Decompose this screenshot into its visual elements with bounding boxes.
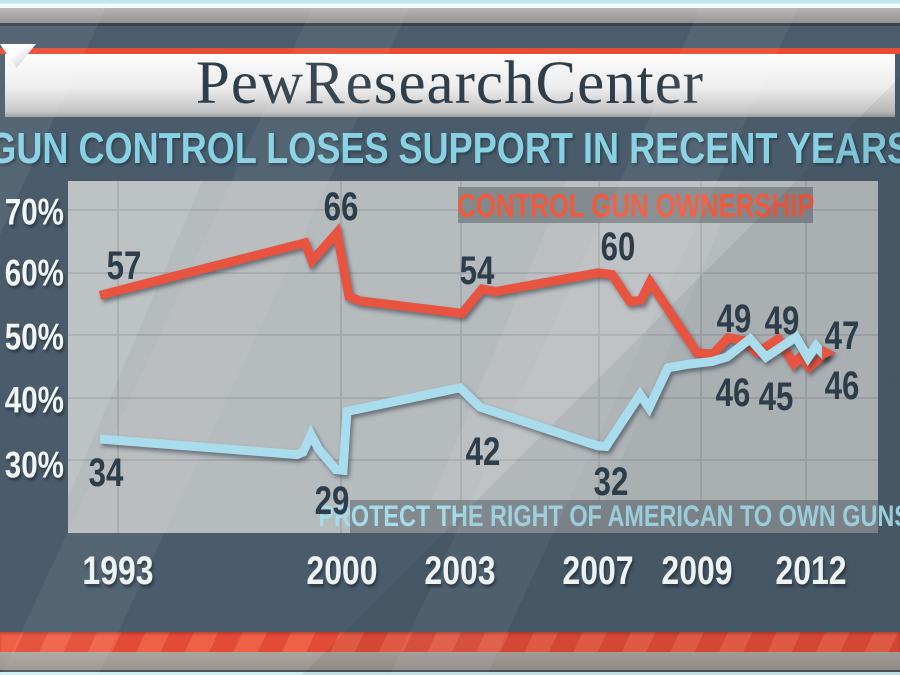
y-axis-tick-label: 50% [4, 316, 64, 358]
x-axis-tick-label: 1993 [82, 549, 154, 593]
x-axis-tick-label: 2000 [306, 549, 378, 593]
x-axis-tick-label: 2012 [775, 549, 847, 593]
data-label: 34 [88, 451, 124, 495]
data-label: 60 [600, 225, 636, 269]
h-gridline [68, 396, 878, 399]
top-gray-strip [0, 8, 900, 23]
top-cyan-strip [0, 0, 900, 8]
data-label: 47 [824, 314, 860, 358]
y-axis-tick-label: 70% [4, 191, 64, 233]
data-label: 45 [758, 375, 794, 419]
legend-control-label: CONTROL GUN OWNERSHIP [456, 186, 815, 224]
red-rule [0, 48, 900, 54]
x-axis-tick-label: 2007 [562, 549, 634, 593]
data-label: 29 [314, 479, 350, 523]
plot-area: CONTROL GUN OWNERSHIP PROTECT THE RIGHT … [68, 181, 900, 533]
x-axis-tick-label: 2009 [661, 549, 733, 593]
data-label: 49 [764, 299, 800, 343]
bottom-gray-strip [0, 652, 900, 670]
y-axis-tick-label: 30% [4, 444, 64, 486]
v-gridline [460, 181, 462, 533]
v-gridline [700, 181, 702, 533]
v-gridline [805, 181, 807, 533]
data-label: 46 [824, 364, 860, 408]
y-axis-tick-label: 40% [4, 379, 64, 421]
bottom-cyan-strip [0, 672, 900, 675]
logo-banner: PewResearchCenter [5, 50, 895, 117]
data-label: 46 [715, 371, 751, 415]
bottom-red-stripes [0, 632, 900, 652]
plot-sheen [68, 181, 878, 533]
bottom-divider-line [0, 670, 900, 672]
top-divider-line [0, 23, 900, 26]
legend-protect-gun-rights: PROTECT THE RIGHT OF AMERICAN TO OWN GUN… [318, 500, 900, 533]
y-axis-tick-label: 60% [4, 252, 64, 294]
data-label: 49 [716, 297, 752, 341]
chart-headline-text: GUN CONTROL LOSES SUPPORT IN RECENT YEAR… [0, 124, 900, 173]
legend-rights-label: PROTECT THE RIGHT OF AMERICAN TO OWN GUN… [318, 499, 900, 533]
x-axis-tick-label: 2003 [424, 549, 496, 593]
legend-control-gun-ownership: CONTROL GUN OWNERSHIP [456, 186, 815, 224]
chart-headline: GUN CONTROL LOSES SUPPORT IN RECENT YEAR… [0, 124, 900, 173]
data-label: 57 [106, 244, 142, 288]
h-gridline [68, 334, 878, 336]
data-label: 66 [323, 185, 359, 229]
top-dark-band [0, 26, 900, 49]
data-label: 42 [465, 430, 501, 474]
data-label: 54 [459, 249, 495, 293]
pew-research-center-logo: PewResearchCenter [195, 50, 705, 117]
data-label: 32 [593, 460, 629, 504]
